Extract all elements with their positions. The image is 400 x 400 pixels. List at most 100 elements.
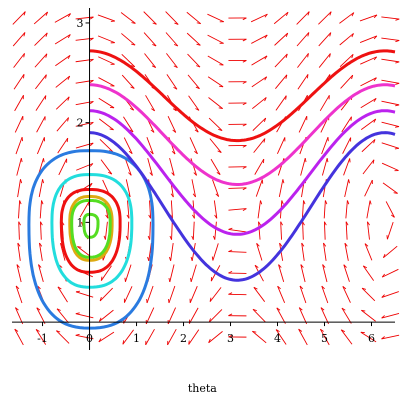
- field-arrow: [75, 100, 94, 106]
- field-arrow: [362, 265, 375, 281]
- field-arrow: [298, 115, 308, 133]
- field-arrow: [275, 329, 287, 345]
- field-arrow: [36, 116, 46, 133]
- field-arrow: [17, 242, 21, 261]
- field-arrow: [381, 268, 399, 278]
- field-arrow: [167, 328, 177, 346]
- field-arrow: [121, 74, 135, 89]
- field-arrow: [228, 292, 247, 296]
- field-arrow: [123, 116, 134, 133]
- x-tick-label: 5: [321, 332, 328, 345]
- field-arrow: [12, 11, 26, 25]
- field-arrow: [321, 285, 329, 304]
- field-arrow: [296, 11, 310, 25]
- field-arrow: [253, 138, 266, 153]
- field-arrow: [319, 95, 330, 112]
- field-arrow: [98, 97, 115, 109]
- field-arrow: [296, 32, 310, 47]
- field-arrow: [34, 32, 48, 46]
- y-tick-label: 2: [77, 117, 84, 130]
- field-arrow: [15, 285, 23, 304]
- field-arrow: [146, 285, 154, 304]
- field-arrow: [34, 53, 48, 68]
- field-arrow: [275, 95, 287, 111]
- field-arrow: [143, 32, 157, 47]
- rotating-orbit-curve: [89, 109, 396, 236]
- field-arrow: [297, 53, 309, 68]
- x-tick-label: 2: [180, 332, 187, 345]
- field-arrow: [14, 328, 24, 346]
- field-arrow: [386, 222, 394, 240]
- rotating-orbit-curve: [89, 131, 396, 282]
- field-arrow: [189, 286, 198, 303]
- field-arrow: [276, 137, 286, 154]
- field-arrow: [318, 11, 332, 25]
- field-arrow: [251, 97, 267, 110]
- field-arrow: [57, 137, 69, 154]
- field-arrow: [381, 79, 400, 85]
- field-arrow: [228, 249, 247, 253]
- field-arrow: [298, 307, 308, 325]
- field-arrow: [228, 166, 247, 169]
- field-arrow: [300, 158, 307, 176]
- field-arrow: [57, 286, 68, 303]
- field-arrow: [165, 32, 179, 47]
- field-arrow: [362, 159, 375, 175]
- field-arrow: [359, 35, 378, 43]
- field-arrow: [321, 137, 329, 155]
- field-arrow: [228, 38, 247, 42]
- field-arrow: [342, 285, 351, 303]
- field-arrow: [278, 264, 285, 282]
- field-arrow: [250, 13, 268, 23]
- field-arrow: [251, 34, 268, 44]
- field-arrow: [339, 53, 354, 68]
- field-arrow: [228, 208, 247, 212]
- field-arrow: [103, 221, 108, 240]
- x-tick-label: -1: [37, 332, 48, 345]
- field-arrow: [382, 245, 398, 259]
- field-arrow: [98, 309, 114, 322]
- field-arrow: [38, 179, 45, 198]
- field-arrow: [209, 138, 222, 153]
- field-arrow: [212, 179, 220, 197]
- field-arrow: [14, 307, 24, 325]
- field-arrow: [322, 264, 328, 283]
- field-arrow: [75, 16, 94, 20]
- rotating-orbits: [89, 49, 396, 282]
- field-arrow: [168, 264, 175, 283]
- field-arrow: [298, 328, 308, 346]
- field-arrow: [99, 287, 113, 302]
- field-arrow: [120, 12, 136, 24]
- field-arrow: [210, 158, 221, 175]
- field-arrow: [252, 308, 266, 323]
- x-tick-label: 1: [133, 332, 140, 345]
- field-arrow: [123, 137, 133, 155]
- field-arrow: [253, 286, 266, 302]
- field-arrow: [207, 76, 224, 88]
- field-arrow: [55, 96, 70, 110]
- field-arrow: [35, 74, 47, 90]
- x-tick-label: 0: [86, 332, 93, 345]
- field-arrow: [361, 139, 376, 153]
- field-arrow: [36, 307, 46, 324]
- rotating-orbit-curve: [89, 83, 396, 186]
- field-arrow: [100, 159, 113, 175]
- field-arrow: [339, 33, 354, 46]
- field-arrow: [274, 53, 288, 68]
- field-arrow: [340, 74, 354, 89]
- field-arrow: [124, 264, 132, 282]
- field-arrow: [79, 201, 90, 218]
- y-tick-label: 1: [77, 216, 84, 229]
- field-arrow: [323, 242, 327, 261]
- field-arrow: [258, 221, 261, 240]
- field-arrow: [33, 11, 49, 25]
- field-arrow: [18, 221, 21, 240]
- field-arrow: [360, 56, 378, 65]
- field-arrow: [75, 290, 94, 298]
- field-arrow: [323, 200, 328, 219]
- field-arrow: [169, 158, 175, 176]
- field-arrow: [318, 53, 331, 68]
- field-arrow: [208, 330, 223, 344]
- x-tick-label: 4: [274, 332, 281, 345]
